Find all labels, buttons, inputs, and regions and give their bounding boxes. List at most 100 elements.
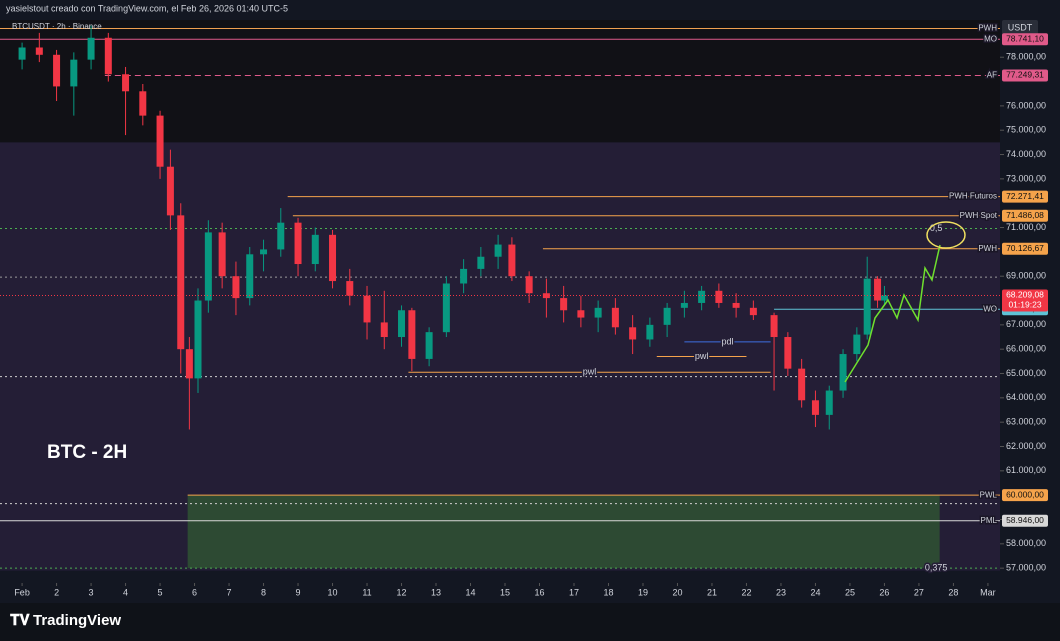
price-box-label: 58.946,00	[1006, 515, 1044, 525]
candle-body	[494, 244, 502, 257]
candle-body	[311, 234, 319, 265]
candle-body	[329, 234, 337, 282]
candle-body	[398, 310, 406, 338]
candle-body	[811, 400, 819, 415]
candle-body	[177, 215, 185, 350]
x-tick-label: 27	[914, 587, 924, 597]
candle-body	[770, 315, 778, 338]
x-tick-label: 24	[810, 587, 820, 597]
y-tick-label: 66.000,00	[1006, 344, 1046, 354]
last-price-box	[1002, 289, 1048, 312]
drawing-label: pdl	[721, 336, 733, 346]
candle-body	[185, 349, 193, 379]
currency: USDT	[1008, 22, 1033, 32]
candle-body	[577, 310, 585, 318]
candle-body	[18, 47, 26, 60]
candle-body	[194, 300, 202, 379]
x-tick-label: 2	[54, 587, 59, 597]
y-tick-label: 71.000,00	[1006, 222, 1046, 232]
drawing-label: 0,375	[925, 563, 948, 573]
price-box-label: 77.249,31	[1006, 70, 1044, 80]
level-label: AF	[987, 71, 997, 80]
y-tick-label: 62.000,00	[1006, 441, 1046, 451]
candle-body	[156, 115, 164, 167]
candle-body	[425, 332, 433, 359]
brand-logo: 𝐓𝐕	[10, 612, 31, 629]
price-box-label: 70.126,67	[1006, 243, 1044, 253]
price-box	[1002, 33, 1048, 46]
x-tick-label: 7	[227, 587, 232, 597]
candle-body	[363, 295, 371, 323]
level-label: PWH Futuros	[949, 192, 997, 201]
candle-body	[629, 327, 637, 340]
x-tick-label: 12	[397, 587, 407, 597]
y-tick-label: 74.000,00	[1006, 149, 1046, 159]
candle-body	[70, 59, 78, 87]
candle-body	[680, 302, 688, 308]
price-box	[1002, 190, 1048, 203]
candle-body	[380, 322, 388, 338]
symbol: BTCUSDT · 2h · Binance	[12, 22, 102, 31]
brand: TradingView	[33, 612, 121, 629]
price-box-label: 78.741,10	[1006, 33, 1044, 43]
chart-title: BTC - 2H	[47, 442, 127, 463]
y-tick-label: 75.000,00	[1006, 125, 1046, 135]
candle-body	[122, 74, 130, 92]
candle-body	[863, 278, 871, 335]
y-tick-label: 58.000,00	[1006, 538, 1046, 548]
candle-body	[204, 232, 212, 301]
candle-body	[698, 290, 706, 303]
candle-body	[139, 91, 147, 116]
candle-body	[87, 37, 95, 60]
candle-body	[880, 295, 888, 301]
candle-body	[442, 283, 450, 333]
candle-body	[560, 298, 568, 311]
price-box	[1002, 514, 1048, 527]
last-price-label: 68.209,08	[1006, 290, 1044, 300]
candle-body	[749, 307, 757, 316]
level-label: WO	[983, 304, 997, 313]
candle-body	[53, 54, 61, 87]
x-tick-label: 5	[158, 587, 163, 597]
price-box	[1002, 489, 1048, 502]
drawing-label: 0,5	[930, 223, 943, 233]
candle-body	[232, 276, 240, 299]
candle-body	[825, 390, 833, 415]
projection-path	[844, 244, 941, 383]
y-tick-label: 63.000,00	[1006, 417, 1046, 427]
countdown: 01:19:23	[1008, 300, 1041, 310]
level-label: PWH Spot	[960, 211, 998, 220]
drawing-label: pwl	[695, 351, 709, 361]
price-box	[1002, 69, 1048, 82]
x-tick-label: 14	[465, 587, 475, 597]
candle-body	[853, 334, 861, 355]
x-tick-label: 6	[192, 587, 197, 597]
x-tick-label: 28	[948, 587, 958, 597]
level-label: MO	[984, 34, 997, 43]
candle-body	[715, 290, 723, 303]
candle-body	[260, 249, 268, 255]
candle-body	[784, 337, 792, 369]
x-tick-label: 11	[362, 587, 371, 597]
x-tick-label: 23	[776, 587, 786, 597]
y-tick-label: 73.000,00	[1006, 173, 1046, 183]
drawing-label: pwl	[583, 367, 597, 377]
zone	[0, 20, 1000, 143]
candle-body	[460, 268, 468, 284]
x-tick-label: 16	[534, 587, 544, 597]
candle-body	[477, 256, 485, 269]
x-tick-label: Feb	[14, 587, 30, 597]
candle-body	[508, 244, 516, 277]
x-tick-label: 19	[638, 587, 648, 597]
candle-body	[839, 354, 847, 391]
x-tick-label: 25	[845, 587, 855, 597]
x-tick-label: 9	[296, 587, 301, 597]
x-tick-label: 20	[672, 587, 682, 597]
price-box	[1002, 242, 1048, 255]
candle-body	[874, 278, 882, 301]
y-tick-label: 67.000,00	[1006, 319, 1046, 329]
footer-bar	[0, 603, 1060, 641]
y-tick-label: 69.000,00	[1006, 271, 1046, 281]
level-label: PML	[981, 516, 998, 525]
